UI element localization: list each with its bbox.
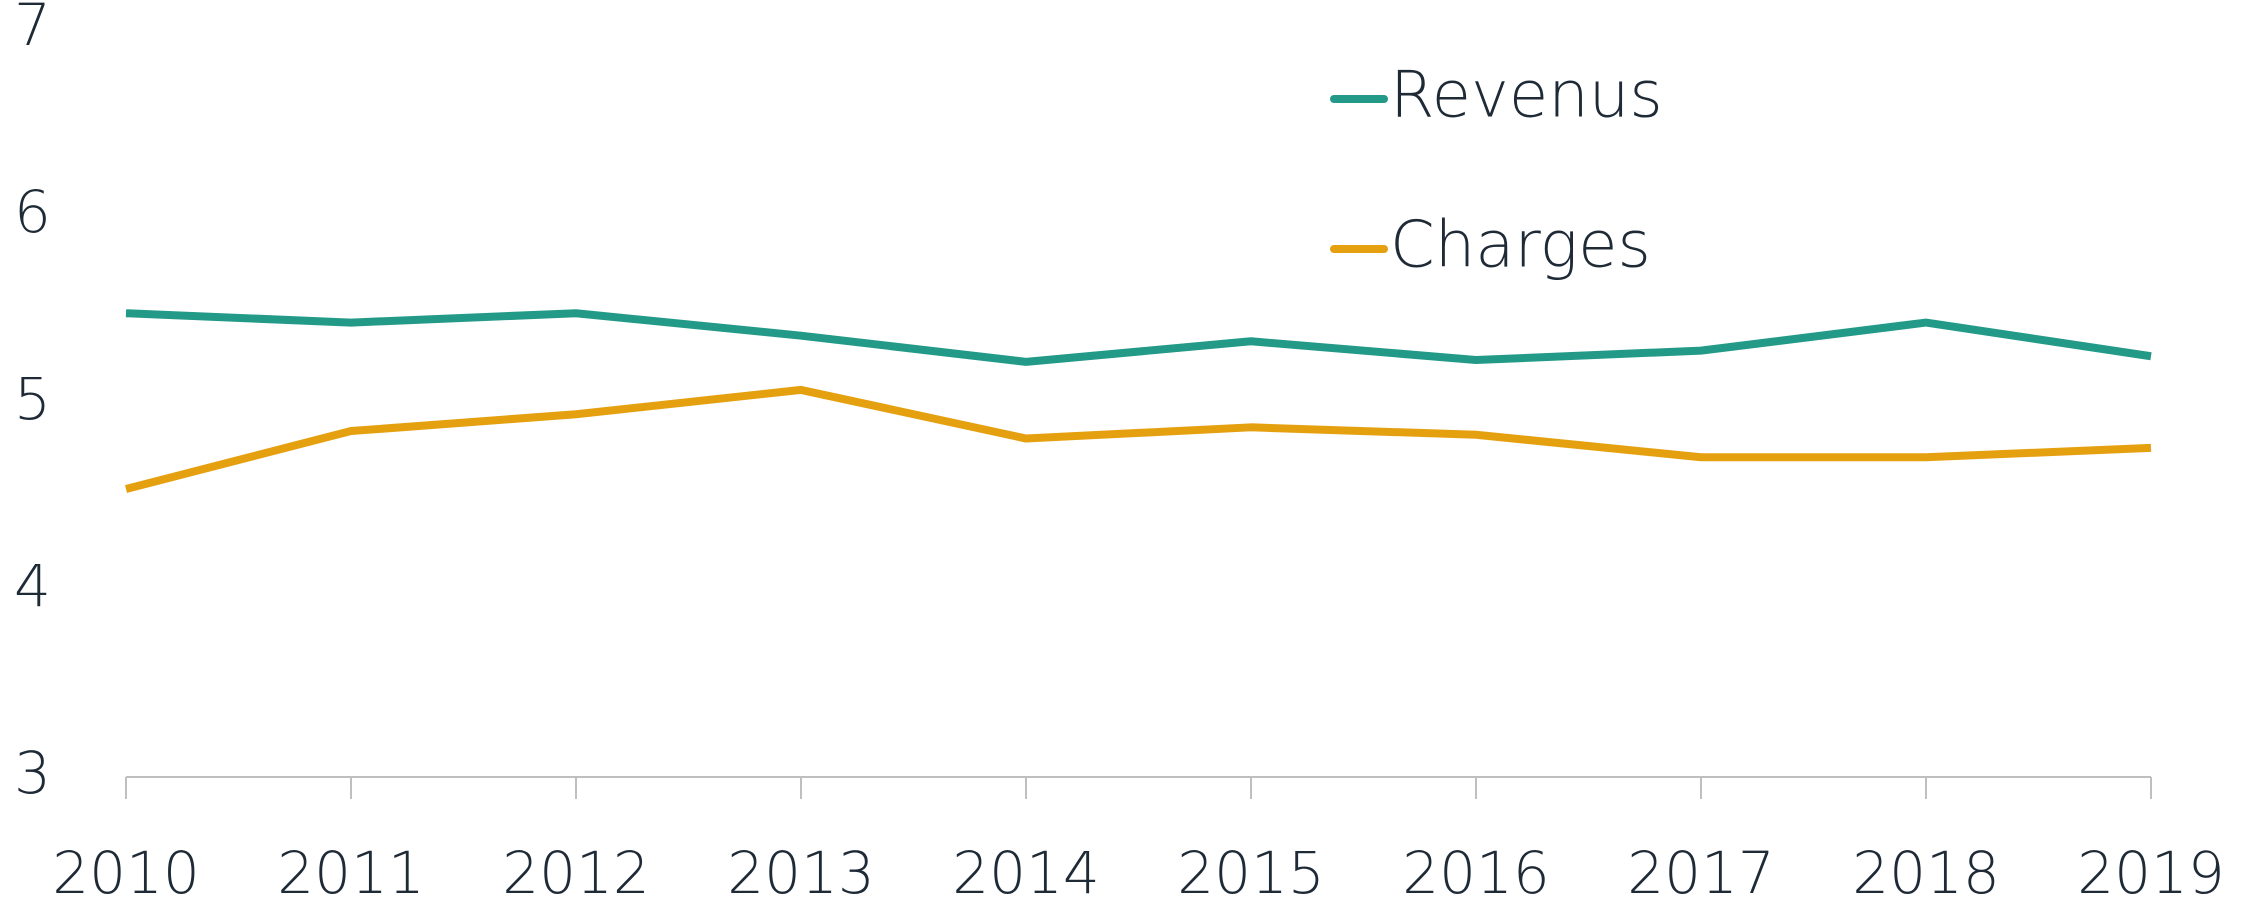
x-tick-label: 2011 — [277, 839, 425, 905]
x-tick-label: 2015 — [1177, 839, 1325, 905]
legend-label: Charges — [1390, 209, 1651, 283]
series-line — [125, 309, 2152, 366]
x-tick-label: 2016 — [1402, 839, 1550, 905]
y-tick-label: 7 — [14, 0, 51, 59]
x-tick-label: 2010 — [52, 839, 200, 905]
x-tick-label: 2014 — [952, 839, 1100, 905]
legend-label: Revenus — [1390, 59, 1663, 133]
x-tick-label: 2018 — [1852, 839, 2000, 905]
x-tick-label: 2019 — [2077, 839, 2225, 905]
x-tick-label: 2017 — [1627, 839, 1775, 905]
y-tick-label: 6 — [14, 178, 51, 246]
series-line — [125, 385, 2152, 493]
x-tick-label: 2012 — [502, 839, 650, 905]
x-tick-label: 2013 — [727, 839, 875, 905]
y-tick-label: 5 — [14, 365, 51, 433]
y-tick-label: 4 — [14, 552, 51, 620]
y-tick-label: 3 — [14, 739, 51, 807]
